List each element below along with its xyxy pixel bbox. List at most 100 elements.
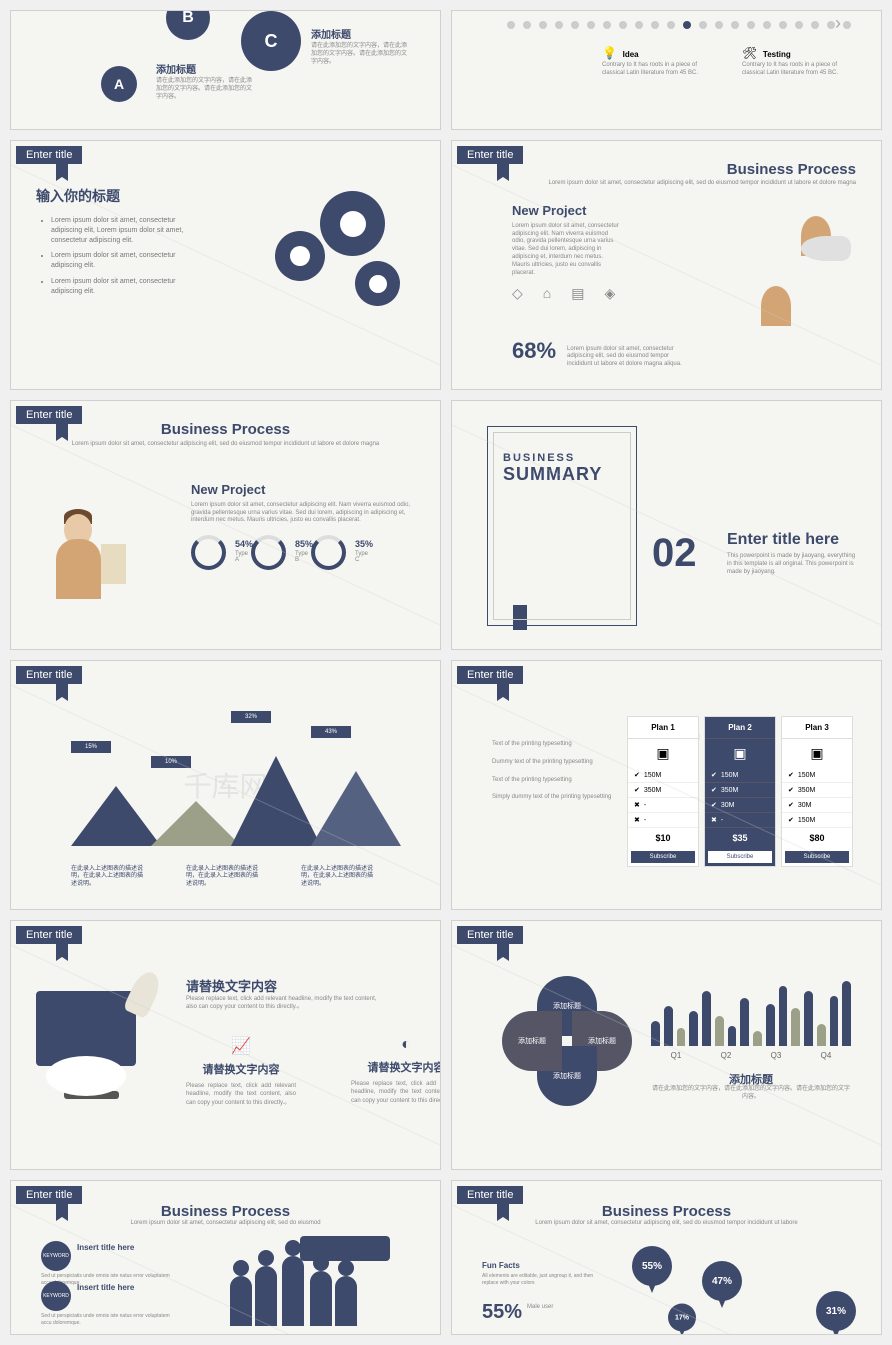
ring-label: Type C — [355, 551, 368, 563]
plan-icon: ▣ — [628, 739, 698, 768]
title-tab: Enter title — [16, 926, 82, 944]
person-icon — [282, 1256, 304, 1326]
content-column: 📈请替换文字内容Please replace text, click add r… — [186, 1036, 296, 1107]
ring-chart: 54%Type A — [191, 535, 226, 570]
section-title: Enter title here — [727, 531, 839, 549]
timeline-dot — [571, 21, 579, 29]
slide-map-pins: Enter title Business Process Lorem ipsum… — [451, 1180, 882, 1335]
gear-icon — [320, 191, 385, 256]
fun-facts-title: Fun Facts — [482, 1261, 520, 1270]
pricing-plan: Plan 1▣✔150M✔350M✖-✖-$10Subscribe — [627, 716, 699, 867]
bar — [791, 1008, 800, 1046]
dot-row — [507, 21, 851, 29]
plan-name: Plan 1 — [628, 717, 698, 739]
q-label: Q4 — [821, 1051, 832, 1060]
ring-chart: 35%Type C — [311, 535, 346, 570]
subtitle: Lorem ipsum dolor sit amet, consectetur … — [11, 1220, 440, 1228]
title-tab: Enter title — [457, 666, 523, 684]
label: 在此录入上述图表的描述说明，在此录入上述图表的描述说明。 — [71, 866, 146, 889]
card-icon: ▤ — [571, 285, 584, 302]
shape-icon: ◇ — [512, 285, 523, 302]
feature-text: Simply dummy text of the printing typese… — [492, 794, 612, 802]
section-desc: This powerpoint is made by jiaoyang, eve… — [727, 553, 857, 576]
plan-row: ✔150M — [782, 813, 852, 828]
subscribe-button[interactable]: Subscribe — [631, 851, 695, 863]
bookmark-icon — [513, 605, 527, 630]
map-pin: 31% — [816, 1291, 856, 1335]
plan-row: ✔350M — [782, 783, 852, 798]
timeline-dot — [539, 21, 547, 29]
bar — [715, 1016, 724, 1046]
q-label: Q2 — [721, 1051, 732, 1060]
ribbon-icon — [497, 1203, 509, 1221]
title-tab: Enter title — [457, 1186, 523, 1204]
plan-row: ✔150M — [628, 768, 698, 783]
chart-desc: 请在此添加您的文字内容，请在此添加您的文字内容。请在此添加您的文字内容。 — [651, 1086, 851, 1102]
plan-row: ✖- — [628, 813, 698, 828]
pricing-plan: Plan 3▣✔150M✔350M✔30M✔150M$80Subscribe — [781, 716, 853, 867]
gears-graphic — [255, 181, 415, 341]
plan-price: $80 — [782, 828, 852, 848]
pin-value: 31% — [816, 1291, 856, 1331]
running-person-graphic — [36, 499, 136, 639]
timeline-dot — [715, 21, 723, 29]
title-tab: Enter title — [16, 1186, 82, 1204]
mountain-peak: 43% — [311, 771, 401, 846]
slide-circle-bars: Enter title 添加标题 添加标题 添加标题 添加标题 Q1 Q2 Q3… — [451, 920, 882, 1170]
percent-desc: Lorem ipsum dolor sit amet, consectetur … — [567, 346, 687, 369]
feature-text: Dummy text of the printing typesetting — [492, 759, 612, 767]
rocket-icon — [123, 968, 165, 1019]
subscribe-button[interactable]: Subscribe — [708, 851, 772, 863]
plan-row: ✔150M — [705, 768, 775, 783]
plan-row: ✔30M — [782, 798, 852, 813]
timeline-dot — [843, 21, 851, 29]
bar — [842, 981, 851, 1046]
subtitle: Lorem ipsum dolor sit amet, consectetur … — [452, 1220, 881, 1228]
tools-icon: 🛠 — [742, 46, 757, 60]
item-title: Testing — [763, 50, 791, 59]
title-tab: Enter title — [16, 406, 82, 424]
book-graphic: BUSINESS SUMMARY — [487, 426, 637, 626]
plan-row: ✔350M — [705, 783, 775, 798]
map-pin: 55% — [632, 1246, 672, 1296]
ribbon-icon — [56, 423, 68, 441]
item-body: Sed ut perspiciatis unde omnis iste natu… — [41, 1311, 171, 1326]
plan-price: $10 — [628, 828, 698, 848]
person-icon — [230, 1276, 252, 1326]
bar — [740, 998, 749, 1046]
bar-chart — [651, 976, 851, 1046]
slide-keywords-people: Enter title Business Process Lorem ipsum… — [10, 1180, 441, 1335]
peak-tag: 32% — [231, 711, 271, 723]
ring-percent: 85% — [295, 539, 313, 549]
bullet: Lorem ipsum dolor sit amet, consectetur … — [51, 216, 201, 245]
pricing-plan: Plan 2▣✔150M✔350M✔30M✖-$35Subscribe — [704, 716, 776, 867]
q-label: Q3 — [771, 1051, 782, 1060]
plan-name: Plan 2 — [705, 717, 775, 739]
project-heading: New Project — [11, 452, 440, 502]
plan-icon: ▣ — [782, 739, 852, 768]
timeline-dot — [555, 21, 563, 29]
map-pin: 47% — [702, 1261, 742, 1311]
content-column: ◐请替换文字内容Please replace text, click add r… — [351, 1036, 441, 1107]
subscribe-button[interactable]: Subscribe — [785, 851, 849, 863]
item-body: Contrary to It has roots in a piece of c… — [742, 62, 842, 78]
item-body: Contrary to It has roots in a piece of c… — [602, 62, 702, 78]
body: 请在此添加您的文字内容，请在此添加您的文字内容。请在此添加您的文字内容。 — [311, 43, 411, 66]
heading: 请替换文字内容 — [186, 976, 277, 995]
heading: 添加标题 — [311, 26, 411, 41]
cloud-icon — [46, 1056, 126, 1096]
percent-label: Male user — [527, 1304, 553, 1310]
timeline-dot — [827, 21, 835, 29]
ribbon-icon — [56, 1203, 68, 1221]
peak-tag: 15% — [71, 741, 111, 753]
timeline-dot — [587, 21, 595, 29]
label: 在此录入上述图表的描述说明，在此录入上述图表的描述说明。 — [301, 866, 376, 889]
timeline-dot — [699, 21, 707, 29]
timeline-dot — [683, 21, 691, 29]
mountain-peak: 15% — [71, 786, 161, 846]
fun-facts-body: All elements are editable, just ungroup … — [482, 1273, 602, 1286]
circle-diagram: 添加标题 添加标题 添加标题 添加标题 — [502, 976, 632, 1106]
keyword-badge: KEYWORD — [41, 1241, 71, 1271]
house-icon: ⌂ — [543, 285, 551, 302]
subtitle: Lorem ipsum dolor sit amet, consectetur … — [11, 438, 440, 452]
